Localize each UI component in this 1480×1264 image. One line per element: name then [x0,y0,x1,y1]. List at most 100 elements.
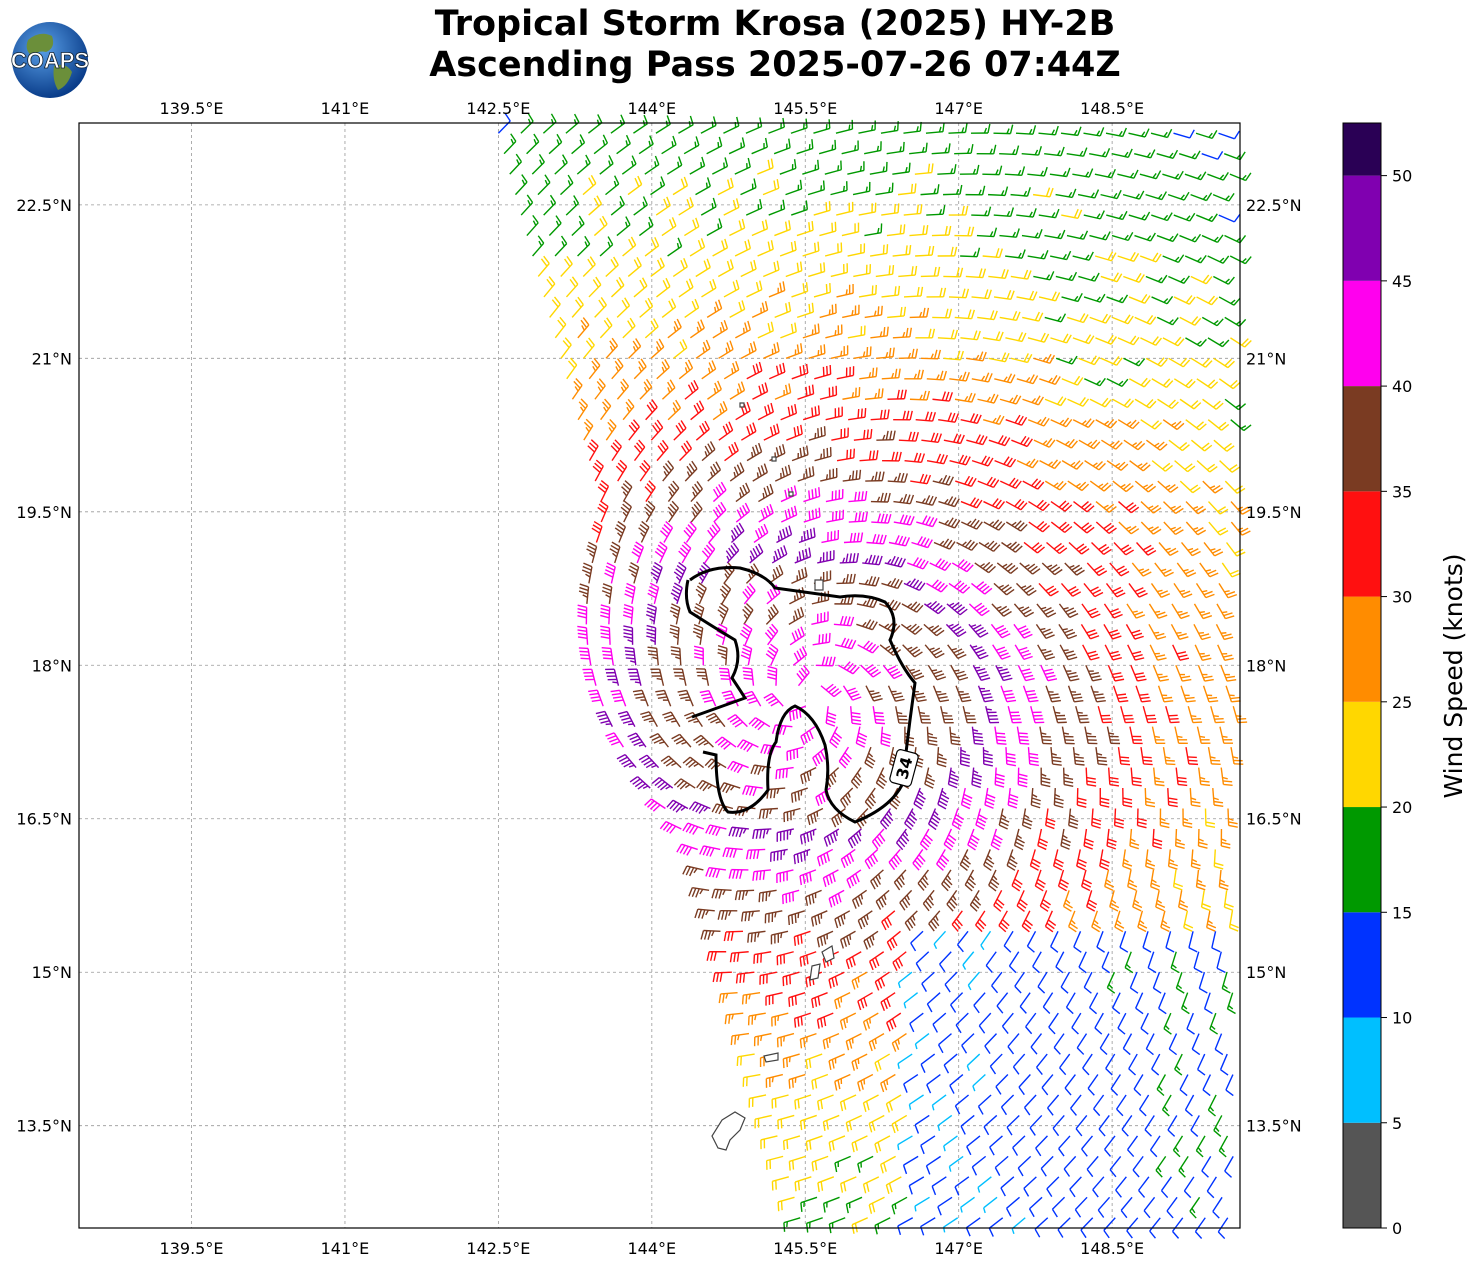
colorbar-tick-label: 0 [1392,1219,1402,1238]
wind-barb [793,848,811,865]
wind-barb [914,163,934,175]
wind-barb [966,351,987,362]
wind-barb [1203,992,1213,1015]
wind-barb [647,582,660,605]
wind-barb [816,930,834,948]
wind-barb [771,1094,789,1109]
wind-barb [1219,1053,1229,1076]
wind-barb [1201,151,1224,160]
wind-barb [617,710,636,727]
lat-label-right: 19.5°N [1246,503,1302,522]
wind-barb [1189,788,1201,808]
lon-label-bottom: 141°E [321,1239,370,1258]
wind-barb [929,558,952,572]
wind-barb [656,358,670,380]
wind-barb [1140,1012,1149,1035]
wind-barb [1078,951,1087,974]
wind-barb [943,1053,958,1074]
wind-barb [560,337,572,359]
wind-barb [1012,1053,1026,1075]
wind-barb [717,645,728,666]
wind-barb [1158,992,1167,1015]
wind-barb [971,581,993,595]
wind-barb [991,971,1003,994]
wind-barb [791,445,809,462]
wind-barb [1037,828,1048,851]
wind-barb [1038,291,1061,302]
wind-barb [696,779,719,792]
wind-barb [660,755,682,769]
wind-barb [1055,355,1078,365]
wind-barb [982,331,1004,342]
wind-barb [1072,334,1095,345]
wind-barb [644,155,660,175]
wind-barb [1120,706,1135,724]
wind-barb [898,431,919,442]
wind-barb [616,134,631,155]
wind-barb [879,1155,896,1174]
wind-barb [932,685,950,703]
wind-barb [1120,1196,1133,1219]
wind-barb [926,204,946,216]
wind-barb [1156,316,1179,326]
wind-barb [1084,377,1106,387]
wind-barb [765,643,779,666]
wind-barb [983,519,1006,531]
wind-barb [723,116,740,134]
wind-barb [1081,869,1092,892]
wind-barb [892,162,911,175]
wind-barb [914,1114,930,1134]
wind-barb [988,435,1011,447]
wind-barb [1078,439,1101,450]
wind-barb [1215,624,1234,641]
wind-barb [851,889,868,909]
wind-barb [1150,869,1161,891]
wind-barb [729,218,746,237]
wind-barb [799,1114,817,1131]
wind-barb [1086,890,1098,912]
wind-barb [1159,808,1170,829]
wind-barb [1145,1033,1155,1056]
wind-barb [887,389,907,400]
wind-barb [1059,1053,1071,1076]
wind-barb [588,276,602,298]
wind-barb [1022,478,1045,490]
wind-barb [656,439,669,462]
wind-barb [845,1114,863,1132]
wind-barb [537,255,550,277]
wind-barb [1058,603,1079,619]
wind-barb [1185,501,1207,515]
wind-barb [1157,685,1174,703]
wind-34kt-contour: 34 [684,566,919,824]
wind-barb [638,216,654,237]
colorbar-tick-label: 15 [1392,903,1412,922]
wind-barb [1006,849,1018,871]
wind-barb [915,328,936,339]
wind-barb [828,1053,845,1071]
wind-barb [971,726,984,746]
wind-barb [799,951,817,967]
wind-barb [857,1155,874,1173]
wind-barb [718,991,738,1004]
wind-barb [791,363,809,380]
wind-barb [1151,460,1174,472]
wind-barb [903,204,923,216]
wind-barb [661,217,677,237]
wind-barb [862,1012,879,1031]
wind-barb [909,142,928,155]
wind-barb [600,604,611,625]
wind-barb [1038,125,1059,136]
wind-barb [931,225,952,237]
wind-barb [1094,168,1116,179]
wind-barb [965,185,986,196]
wind-barb [776,951,794,966]
wind-barb [1077,189,1100,199]
wind-barb [921,432,943,444]
wind-barb [855,726,868,748]
wind-barb [762,179,780,196]
wind-barb [627,668,642,686]
wind-barb [1017,1155,1032,1177]
wind-barb [1112,398,1135,409]
wind-barb [1045,685,1061,703]
wind-barb [839,1012,857,1030]
